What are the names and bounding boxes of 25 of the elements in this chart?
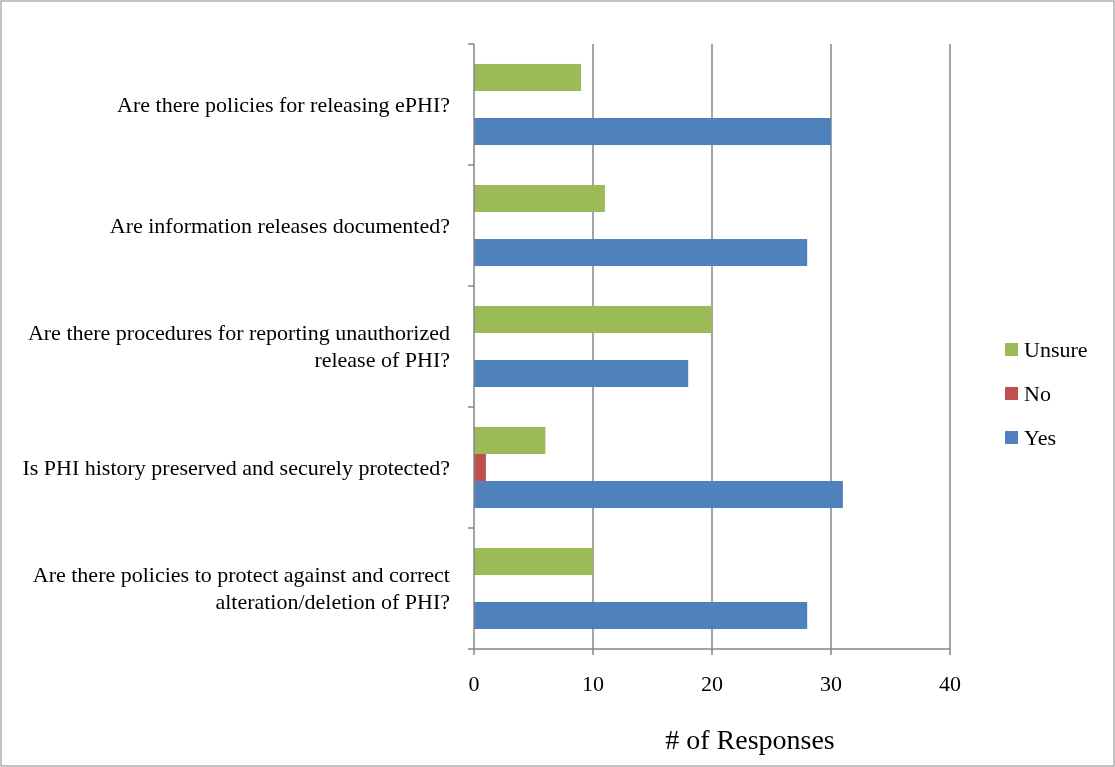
bar: [474, 481, 843, 509]
bar: [474, 305, 712, 333]
bar: [474, 453, 486, 482]
y-tick-label: Is PHI history preserved and securely protected?: [22, 454, 450, 480]
legend-label: Yes: [1024, 425, 1057, 450]
y-tick-label: Are information releases documented?: [109, 212, 450, 238]
y-tick-label: Are there policies to protect against and correct alteration/deletion of PHI?: [32, 562, 450, 614]
bar: [474, 184, 605, 212]
bar: [474, 63, 582, 91]
bar: [474, 239, 808, 267]
y-tick-label: Are there policies for releasing ePHI?: [117, 91, 450, 117]
x-tick-label: 0: [468, 671, 480, 696]
x-tick-label: 30: [820, 671, 842, 696]
bar: [474, 602, 808, 630]
x-tick-label: 10: [582, 671, 604, 696]
bar: [474, 426, 546, 454]
x-axis-title: # of Responses: [665, 724, 835, 755]
bar: [474, 547, 593, 575]
y-tick-label: Are there procedures for reporting unauthorized release of PHI?: [27, 320, 450, 372]
legend-label: No: [1024, 381, 1051, 406]
bar: [474, 360, 689, 388]
bar: [474, 118, 831, 146]
x-tick-label: 40: [939, 671, 961, 696]
legend-label: Unsure: [1024, 337, 1088, 362]
x-tick-label: 20: [701, 671, 723, 696]
